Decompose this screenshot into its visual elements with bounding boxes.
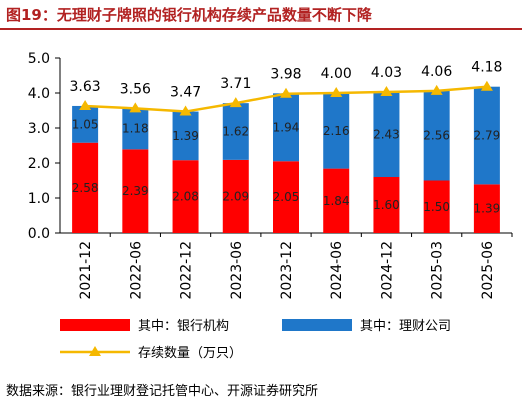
legend-label-bank: 其中：银行机构 bbox=[138, 319, 229, 334]
x-tick-label: 2025-03 bbox=[430, 241, 446, 300]
line-data-label: 4.00 bbox=[321, 66, 352, 82]
line-data-label: 3.47 bbox=[170, 85, 201, 101]
x-tick-label: 2024-06 bbox=[329, 241, 345, 300]
line-point bbox=[430, 84, 443, 95]
line-point bbox=[179, 105, 192, 116]
bar-bank bbox=[122, 149, 149, 233]
line-point bbox=[229, 97, 242, 108]
bar-wealth bbox=[423, 90, 450, 181]
line-point bbox=[129, 102, 142, 113]
bar-label-bank: 2.58 bbox=[72, 181, 99, 195]
bar-wealth bbox=[172, 111, 199, 161]
bar-label-wealth: 2.79 bbox=[474, 129, 501, 143]
bar-label-wealth: 1.94 bbox=[273, 120, 300, 134]
line-point bbox=[330, 87, 343, 97]
bar-bank bbox=[323, 168, 350, 233]
bar-label-bank: 2.08 bbox=[172, 190, 199, 204]
x-tick-label: 2022-12 bbox=[179, 241, 195, 300]
source-note: 数据来源：银行业理财登记托管中心、开源证券研究所 bbox=[6, 384, 319, 399]
bar-wealth bbox=[72, 105, 99, 143]
bar-label-bank: 1.60 bbox=[373, 198, 400, 212]
bar-bank bbox=[373, 177, 400, 233]
y-tick-label: 5.0 bbox=[28, 51, 50, 67]
bar-wealth bbox=[373, 91, 400, 177]
y-tick-label: 0.0 bbox=[28, 226, 50, 242]
line-data-label: 3.98 bbox=[270, 67, 301, 83]
bar-label-wealth: 1.05 bbox=[72, 117, 99, 131]
line-point bbox=[280, 87, 292, 98]
line-data-label: 3.63 bbox=[70, 79, 101, 95]
legend-marker-line bbox=[89, 346, 101, 356]
y-tick-label: 3.0 bbox=[28, 121, 50, 137]
line-point bbox=[480, 80, 493, 91]
line-data-label: 4.06 bbox=[421, 64, 452, 80]
y-tick-label: 1.0 bbox=[28, 191, 50, 207]
bar-bank bbox=[172, 160, 199, 233]
bar-label-wealth: 2.16 bbox=[323, 124, 350, 138]
y-tick-label: 2.0 bbox=[28, 156, 50, 172]
line-data-label: 4.18 bbox=[471, 60, 502, 76]
bar-label-bank: 1.39 bbox=[474, 202, 501, 216]
bar-wealth bbox=[473, 86, 500, 185]
bar-label-wealth: 2.56 bbox=[423, 129, 450, 143]
legend-label-line: 存续数量（万只） bbox=[138, 346, 242, 361]
line-point bbox=[380, 85, 393, 96]
stacked-bar-line-chart: 0.0 1.0 2.0 3.0 4.0 5.0 2.58 1.05 2021-12 2.39 1.1… bbox=[28, 51, 513, 361]
bar-bank bbox=[273, 161, 299, 233]
x-tick-label: 2025-06 bbox=[480, 241, 496, 300]
bar-label-wealth: 2.43 bbox=[373, 127, 400, 141]
bar-label-wealth: 1.39 bbox=[172, 129, 199, 143]
bar-bank bbox=[473, 184, 500, 233]
y-tick-label: 4.0 bbox=[28, 86, 50, 102]
legend-swatch-bank bbox=[60, 319, 130, 331]
line-data-label: 3.56 bbox=[120, 81, 151, 97]
x-tick-label: 2024-12 bbox=[379, 241, 395, 300]
legend-label-wealth: 其中：理财公司 bbox=[360, 319, 451, 334]
legend-swatch-wealth bbox=[282, 319, 352, 331]
bar-wealth bbox=[323, 93, 350, 169]
x-tick-label: 2022-06 bbox=[128, 241, 144, 300]
title-rule bbox=[0, 28, 522, 30]
bar-bank bbox=[423, 180, 450, 233]
bar-label-bank: 2.05 bbox=[273, 190, 300, 204]
bar-bank bbox=[72, 142, 99, 233]
bar-label-wealth: 1.18 bbox=[122, 122, 149, 136]
bar-label-wealth: 1.62 bbox=[222, 125, 249, 139]
bar-label-bank: 1.84 bbox=[323, 194, 350, 208]
x-tick-label: 2023-06 bbox=[229, 241, 245, 300]
bar-wealth bbox=[273, 93, 299, 162]
x-tick-label: 2023-12 bbox=[279, 241, 295, 300]
figure-title: 图19：无理财子牌照的银行机构存续产品数量不断下降 bbox=[6, 6, 372, 24]
line-data-label: 4.03 bbox=[371, 65, 402, 81]
line-point bbox=[79, 99, 92, 110]
bar-label-bank: 2.39 bbox=[122, 184, 149, 198]
bar-label-bank: 1.50 bbox=[423, 200, 450, 214]
bar-wealth bbox=[122, 108, 149, 150]
x-tick-label: 2021-12 bbox=[78, 241, 94, 300]
bar-wealth bbox=[222, 103, 249, 160]
line-data-label: 3.71 bbox=[220, 76, 251, 92]
bar-bank bbox=[222, 159, 249, 233]
bar-label-bank: 2.09 bbox=[222, 189, 249, 203]
